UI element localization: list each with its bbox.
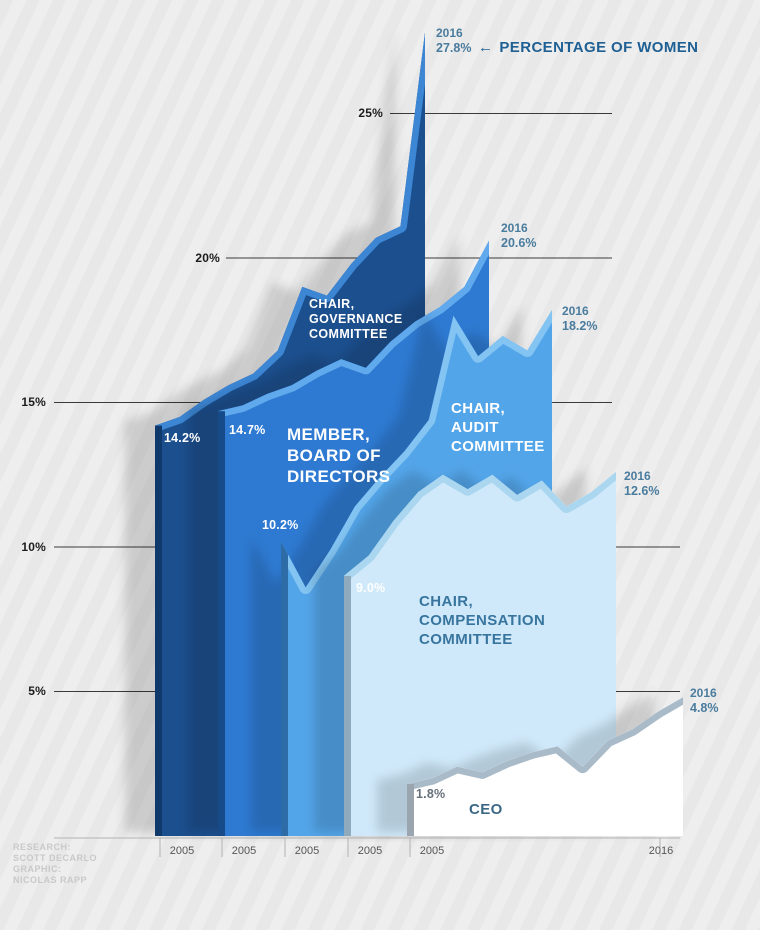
series-group-3: [344, 471, 616, 836]
x-label-2005-2: 2005: [231, 845, 257, 857]
credit-line: NICOLAS RAPP: [13, 875, 88, 885]
series-left-strip-3: [344, 575, 351, 836]
series-label-audit: CHAIR, AUDIT COMMITTEE: [451, 400, 545, 455]
start-value-compensation: 9.0%: [356, 581, 386, 595]
end-label-board: 2016 20.6%: [501, 221, 536, 251]
end-value: 20.6%: [501, 236, 537, 250]
series-top-bevel-3: [344, 471, 616, 581]
end-label-governance: 2016 27.8%: [436, 26, 471, 56]
series-group-4: [407, 697, 683, 836]
series-area-3: [344, 471, 616, 836]
end-year: 2016: [436, 26, 463, 40]
series-area-4: [407, 697, 683, 836]
end-value: 18.2%: [562, 319, 598, 333]
credit-line: GRAPHIC:: [13, 864, 62, 874]
y-tick-25: 25%: [358, 106, 383, 120]
x-label-2005-4: 2005: [357, 845, 383, 857]
start-value-governance: 14.2%: [164, 431, 201, 445]
series-left-strip-4: [407, 783, 414, 836]
end-value: 12.6%: [624, 484, 660, 498]
end-year: 2016: [690, 686, 717, 700]
series-left-strip-0: [155, 425, 162, 836]
end-value: 27.8%: [436, 41, 472, 55]
end-label-audit: 2016 18.2%: [562, 304, 597, 334]
series-label-compensation: CHAIR, COMPENSATION COMMITTEE: [419, 593, 546, 648]
start-value-audit: 10.2%: [262, 518, 299, 532]
start-value-ceo: 1.8%: [416, 787, 446, 801]
end-year: 2016: [562, 304, 589, 318]
y-tick-5: 5%: [28, 684, 46, 698]
end-value: 4.8%: [690, 701, 719, 715]
chart-title-annotation: ← PERCENTAGE OF WOMEN: [478, 39, 698, 56]
series-left-strip-1: [218, 411, 225, 836]
series-top-bevel-0: [155, 32, 425, 432]
credit-line: RESEARCH:: [13, 842, 72, 852]
y-tick-15: 15%: [21, 395, 46, 409]
x-label-2005-5: 2005: [419, 845, 445, 857]
end-year: 2016: [624, 469, 651, 483]
left-arrow-icon: ←: [478, 39, 494, 56]
series-label-ceo: CEO: [469, 801, 503, 818]
x-label-2005-3: 2005: [294, 845, 320, 857]
y-tick-10: 10%: [21, 540, 46, 554]
end-year: 2016: [501, 221, 528, 235]
credit-line: SCOTT DECARLO: [13, 853, 97, 863]
credits: RESEARCH: SCOTT DECARLO GRAPHIC: NICOLAS…: [13, 842, 97, 886]
series-left-strip-2: [281, 541, 288, 836]
series-bevel-group-3: [344, 471, 616, 836]
series-label-governance: CHAIR, GOVERNANCE COMMITTEE: [309, 297, 403, 341]
series-label-board: MEMBER, BOARD OF DIRECTORS: [287, 425, 391, 486]
start-value-board: 14.7%: [229, 423, 266, 437]
x-label-2005-1: 2005: [169, 845, 195, 857]
chart-title-text: PERCENTAGE OF WOMEN: [499, 39, 699, 56]
y-tick-20: 20%: [195, 251, 220, 265]
end-label-compensation: 2016 12.6%: [624, 469, 659, 499]
series-bevel-group-0: [155, 32, 425, 836]
x-label-2016: 2016: [648, 845, 674, 857]
end-label-ceo: 2016 4.8%: [690, 686, 719, 716]
